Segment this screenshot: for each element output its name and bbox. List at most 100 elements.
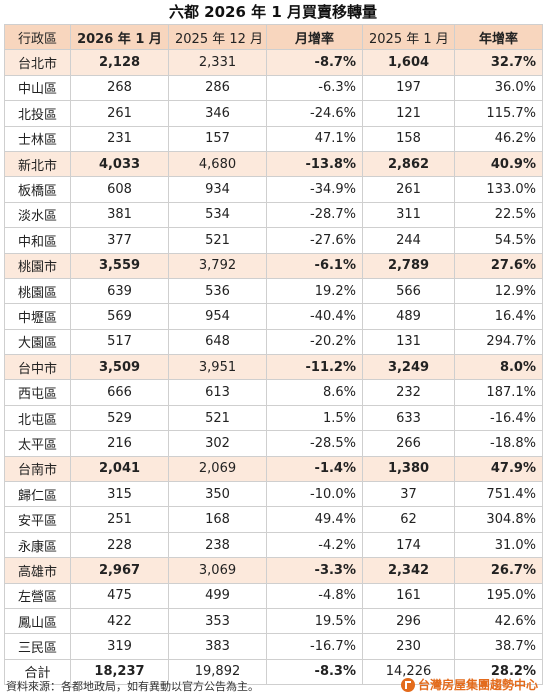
yoy-rate: 187.1% [454, 379, 543, 406]
header-district: 行政區 [4, 23, 71, 51]
value-2026-jan: 529 [70, 404, 169, 432]
yoy-rate: 304.8% [454, 506, 543, 533]
district-row: 永康區 228 238 -4.2% 174 31.0% [4, 531, 543, 559]
value-2026-jan: 3,509 [70, 354, 169, 381]
yoy-rate: 38.7% [454, 633, 543, 660]
value-2025-dec: 499 [168, 582, 267, 609]
value-2025-jan: 1,604 [362, 49, 455, 76]
value-2025-jan: 1,380 [362, 455, 455, 483]
mom-rate: -40.4% [266, 303, 363, 330]
house-logo-icon [400, 677, 415, 692]
yoy-rate: 40.9% [454, 150, 543, 178]
value-2026-jan: 216 [70, 430, 169, 457]
yoy-rate: 31.0% [454, 531, 543, 559]
district-name: 桃園市 [4, 252, 71, 279]
mom-rate: -8.7% [266, 49, 363, 76]
value-2025-dec: 238 [168, 531, 267, 559]
district-name: 台北市 [4, 49, 71, 76]
city-row: 台北市 2,128 2,331 -8.7% 1,604 32.7% [4, 49, 543, 76]
value-2026-jan: 639 [70, 277, 169, 305]
value-2025-dec: 2,331 [168, 49, 267, 76]
value-2025-jan: 161 [362, 582, 455, 609]
value-2026-jan: 381 [70, 201, 169, 229]
district-name: 北投區 [4, 100, 71, 127]
yoy-rate: 12.9% [454, 277, 543, 305]
district-row: 太平區 216 302 -28.5% 266 -18.8% [4, 430, 543, 457]
value-2026-jan: 268 [70, 74, 169, 102]
value-2025-jan: 232 [362, 379, 455, 406]
header-mom-rate: 月增率 [266, 23, 363, 51]
value-2025-jan: 633 [362, 404, 455, 432]
value-2026-jan: 666 [70, 379, 169, 406]
value-2026-jan: 2,128 [70, 49, 169, 76]
district-name: 高雄市 [4, 557, 71, 584]
value-2025-jan: 311 [362, 201, 455, 229]
value-2025-jan: 244 [362, 227, 455, 254]
district-row: 鳳山區 422 353 19.5% 296 42.6% [4, 607, 543, 635]
yoy-rate: 36.0% [454, 74, 543, 102]
value-2025-dec: 521 [168, 227, 267, 254]
value-2026-jan: 315 [70, 481, 169, 508]
yoy-rate: 22.5% [454, 201, 543, 229]
value-2025-dec: 346 [168, 100, 267, 127]
mom-rate: -34.9% [266, 176, 363, 203]
yoy-rate: 54.5% [454, 227, 543, 254]
district-row: 板橋區 608 934 -34.9% 261 133.0% [4, 176, 543, 203]
header-yoy-rate: 年增率 [454, 23, 543, 51]
value-2025-dec: 3,792 [168, 252, 267, 279]
district-row: 北投區 261 346 -24.6% 121 115.7% [4, 100, 543, 127]
district-row: 中和區 377 521 -27.6% 244 54.5% [4, 227, 543, 254]
yoy-rate: 28.2% [454, 658, 543, 686]
value-2025-dec: 521 [168, 404, 267, 432]
district-row: 三民區 319 383 -16.7% 230 38.7% [4, 633, 543, 660]
value-2025-dec: 536 [168, 277, 267, 305]
district-name: 板橋區 [4, 176, 71, 203]
district-row: 歸仁區 315 350 -10.0% 37 751.4% [4, 481, 543, 508]
mom-rate: 1.5% [266, 404, 363, 432]
value-2025-dec: 302 [168, 430, 267, 457]
district-name: 三民區 [4, 633, 71, 660]
brand-logo: 台灣房屋集團趨勢中心 [400, 676, 538, 693]
value-2025-jan: 2,342 [362, 557, 455, 584]
mom-rate: 47.1% [266, 125, 363, 152]
value-2025-dec: 613 [168, 379, 267, 406]
mom-rate: 19.2% [266, 277, 363, 305]
district-name: 西屯區 [4, 379, 71, 406]
brand-name: 台灣房屋集團趨勢中心 [417, 678, 538, 692]
mom-rate: -1.4% [266, 455, 363, 483]
value-2026-jan: 569 [70, 303, 169, 330]
value-2026-jan: 4,033 [70, 150, 169, 178]
value-2025-jan: 2,862 [362, 150, 455, 178]
district-name: 大園區 [4, 328, 71, 356]
city-row: 台南市 2,041 2,069 -1.4% 1,380 47.9% [4, 455, 543, 483]
city-row: 桃園市 3,559 3,792 -6.1% 2,789 27.6% [4, 252, 543, 279]
district-name: 士林區 [4, 125, 71, 152]
value-2025-dec: 534 [168, 201, 267, 229]
yoy-rate: 8.0% [454, 354, 543, 381]
value-2025-jan: 3,249 [362, 354, 455, 381]
value-2026-jan: 251 [70, 506, 169, 533]
value-2025-jan: 62 [362, 506, 455, 533]
mom-rate: -3.3% [266, 557, 363, 584]
district-row: 西屯區 666 613 8.6% 232 187.1% [4, 379, 543, 406]
yoy-rate: 133.0% [454, 176, 543, 203]
mom-rate: -27.6% [266, 227, 363, 254]
district-row: 安平區 251 168 49.4% 62 304.8% [4, 506, 543, 533]
district-row: 左營區 475 499 -4.8% 161 195.0% [4, 582, 543, 609]
value-2025-jan: 566 [362, 277, 455, 305]
value-2025-dec: 350 [168, 481, 267, 508]
value-2025-dec: 286 [168, 74, 267, 102]
value-2026-jan: 228 [70, 531, 169, 559]
header-2025-dec: 2025 年 12 月 [168, 23, 267, 51]
mom-rate: -13.8% [266, 150, 363, 178]
district-name: 台中市 [4, 354, 71, 381]
district-name: 合計 [4, 658, 71, 686]
value-2026-jan: 422 [70, 607, 169, 635]
yoy-rate: 294.7% [454, 328, 543, 356]
mom-rate: -10.0% [266, 481, 363, 508]
transfer-table: 行政區 2026 年 1 月 2025 年 12 月 月增率 2025 年 1 … [4, 23, 543, 686]
mom-rate: -4.2% [266, 531, 363, 559]
yoy-rate: 47.9% [454, 455, 543, 483]
district-name: 左營區 [4, 582, 71, 609]
value-2026-jan: 475 [70, 582, 169, 609]
